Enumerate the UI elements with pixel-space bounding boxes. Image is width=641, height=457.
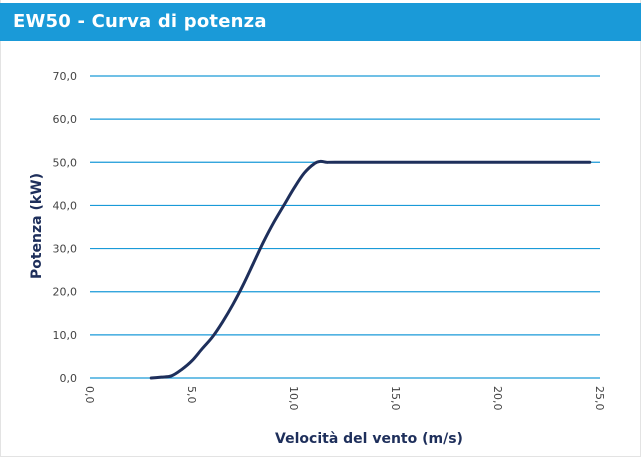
y-tick-label: 40,0: [53, 199, 78, 212]
x-tick-label: 0,0: [83, 386, 96, 404]
x-axis-label: Velocità del vento (m/s): [275, 431, 463, 447]
y-tick-label: 50,0: [53, 156, 78, 169]
y-tick-label: 60,0: [53, 113, 78, 126]
x-tick-label: 20,0: [491, 386, 504, 411]
y-tick-label: 0,0: [60, 372, 78, 385]
y-tick-label: 10,0: [53, 329, 78, 342]
x-tick-label: 15,0: [389, 386, 402, 411]
y-axis-label: Potenza (kW): [29, 173, 45, 279]
chart-header: EW50 - Curva di potenza: [0, 3, 641, 41]
power-curve-line: [149, 159, 592, 380]
chart-title: EW50 - Curva di potenza: [13, 11, 267, 32]
x-tick-label: 10,0: [287, 386, 300, 411]
y-tick-label: 20,0: [53, 286, 78, 299]
x-tick-label: 25,0: [593, 386, 606, 411]
y-tick-label: 70,0: [53, 70, 78, 83]
y-tick-label: 30,0: [53, 243, 78, 256]
x-tick-label: 5,0: [185, 386, 198, 404]
